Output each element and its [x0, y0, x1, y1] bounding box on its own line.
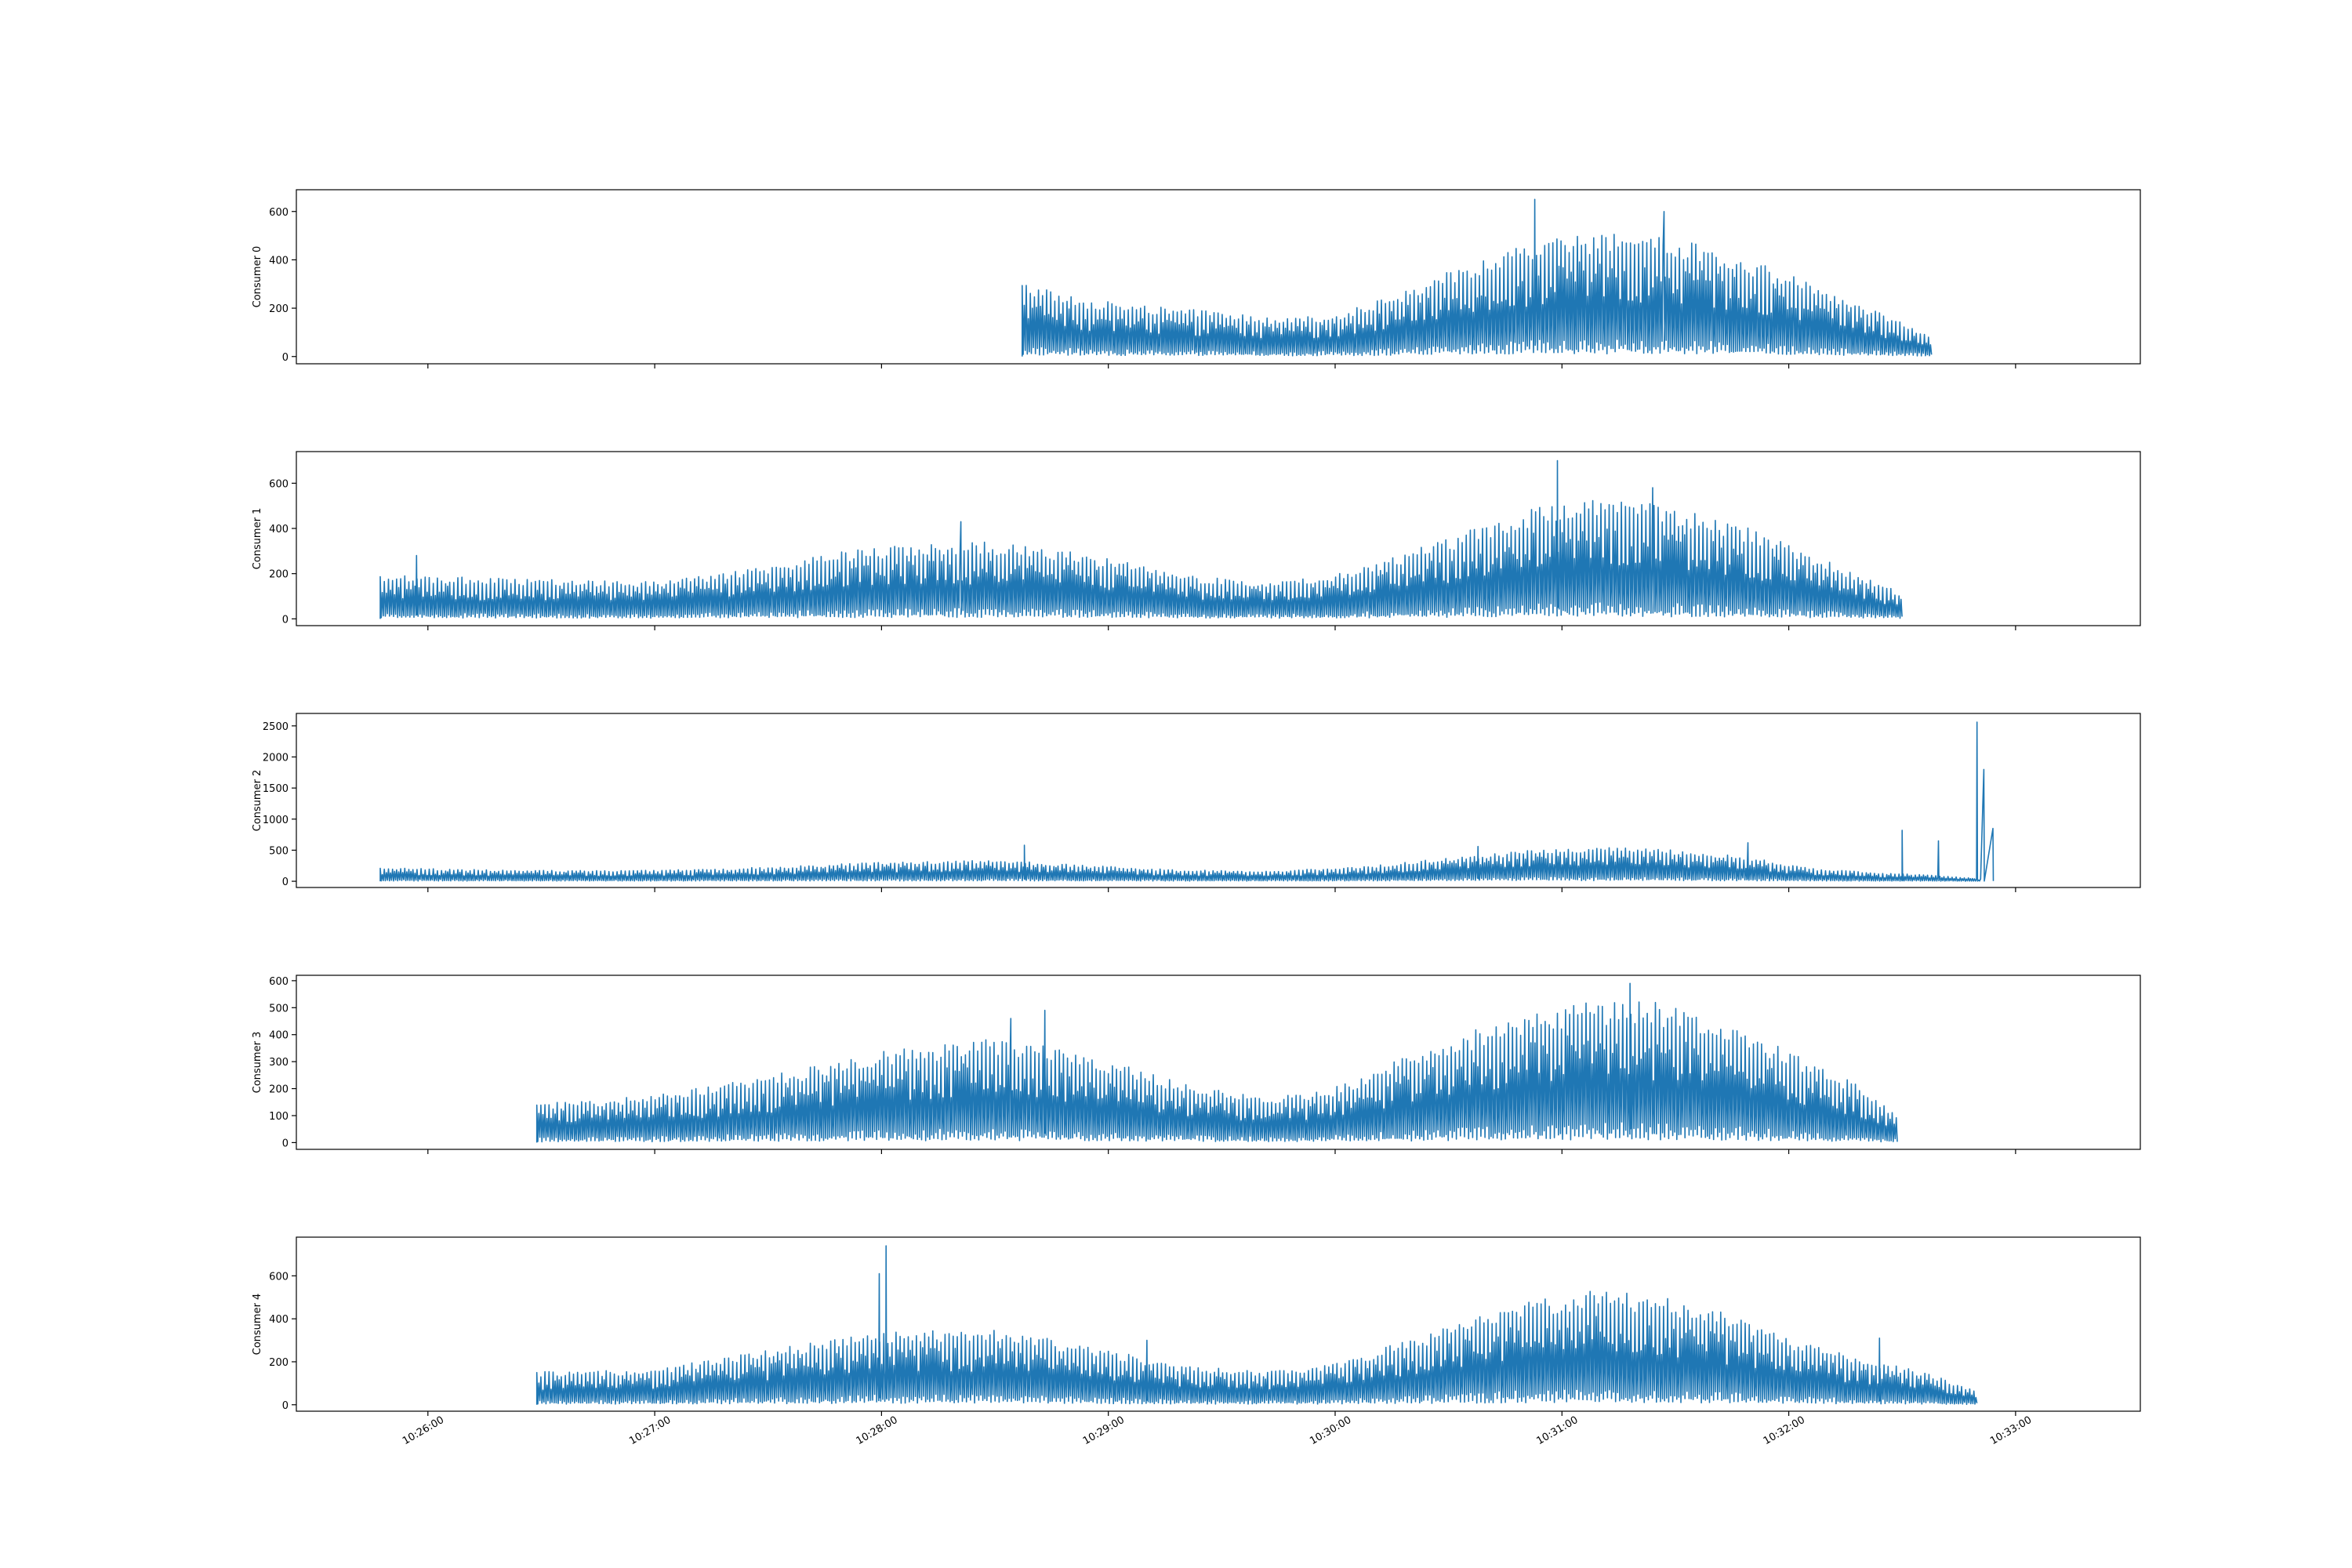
- x-tick-label: 10:30:00: [1308, 1414, 1353, 1447]
- x-tick-label: 10:33:00: [1988, 1414, 2034, 1447]
- y-tick-label: 0: [282, 1138, 289, 1149]
- y-tick-label: 0: [282, 1400, 289, 1412]
- axes-frame: [296, 451, 2141, 626]
- y-tick-label: 600: [269, 207, 289, 219]
- series-line-consumer-1: [379, 459, 1903, 619]
- y-axis-label: Consumer 2: [252, 770, 263, 832]
- y-tick-label: 200: [269, 303, 289, 315]
- y-axis-label: Consumer 4: [252, 1294, 263, 1356]
- y-tick-label: 2500: [263, 721, 289, 733]
- y-axis-label: Consumer 0: [252, 246, 263, 308]
- y-axis-label: Consumer 1: [252, 508, 263, 570]
- y-tick-label: 2000: [263, 753, 289, 764]
- subplot-1: 0 200 400 600 Consumer 1: [252, 451, 2141, 630]
- y-tick-label: 400: [269, 1030, 289, 1042]
- axes-frame: [296, 975, 2141, 1150]
- y-tick-label: 0: [282, 877, 289, 888]
- y-tick-label: 1500: [263, 783, 289, 795]
- y-tick-label: 0: [282, 352, 289, 364]
- y-tick-label: 400: [269, 1314, 289, 1326]
- y-tick-label: 400: [269, 524, 289, 535]
- subplot-4: 0 200 400 600 10:26:00 10:27:00 10:28:00 10:29:…: [252, 1236, 2141, 1447]
- subplot-2: 0 500 1000 1500 2000 2500 Consumer 2: [252, 713, 2141, 892]
- subplot-0: 0 200 400 600 Consumer 0: [252, 189, 2141, 368]
- x-tick-label: 10:31:00: [1535, 1414, 1581, 1447]
- y-axis-label: Consumer 3: [252, 1032, 263, 1094]
- axes-frame: [296, 189, 2141, 365]
- x-tick-label: 10:28:00: [855, 1414, 900, 1447]
- axes-frame: [296, 1236, 2141, 1412]
- y-tick-label: 400: [269, 255, 289, 267]
- y-tick-label: 1000: [263, 815, 289, 826]
- x-tick-label: 10:29:00: [1081, 1414, 1127, 1447]
- series-line-consumer-3: [535, 982, 1898, 1143]
- x-tick-label: 10:27:00: [627, 1414, 673, 1447]
- y-tick-label: 500: [269, 1003, 289, 1014]
- y-tick-label: 0: [282, 614, 289, 626]
- x-tick-label: 10:26:00: [401, 1414, 446, 1447]
- y-tick-label: 600: [269, 478, 289, 490]
- axes-frame: [296, 713, 2141, 888]
- subplot-3: 0 100 200 300 400 500 600 Consumer 3: [252, 975, 2141, 1154]
- y-tick-label: 600: [269, 976, 289, 988]
- y-tick-label: 100: [269, 1111, 289, 1123]
- y-tick-label: 600: [269, 1271, 289, 1283]
- y-tick-label: 200: [269, 1084, 289, 1096]
- series-line-consumer-0: [1022, 198, 1933, 357]
- x-tick-label: 10:32:00: [1762, 1414, 1807, 1447]
- series-line-consumer-2: [379, 721, 1994, 882]
- y-tick-label: 200: [269, 1357, 289, 1369]
- series-line-consumer-4: [535, 1245, 1978, 1406]
- y-tick-label: 500: [269, 845, 289, 857]
- y-tick-label: 300: [269, 1057, 289, 1069]
- y-tick-label: 200: [269, 569, 289, 581]
